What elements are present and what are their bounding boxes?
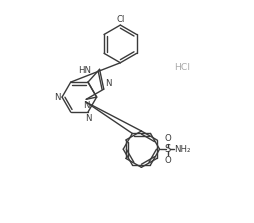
Text: HN: HN <box>78 66 91 75</box>
Text: O: O <box>165 134 171 143</box>
Text: N: N <box>83 101 89 110</box>
Text: O: O <box>165 156 171 165</box>
Text: S: S <box>165 144 171 154</box>
Text: N: N <box>54 93 60 102</box>
Text: HCl: HCl <box>174 63 190 72</box>
Text: NH₂: NH₂ <box>174 145 190 154</box>
Text: N: N <box>85 114 91 123</box>
Text: N: N <box>106 79 112 88</box>
Text: Cl: Cl <box>116 14 124 23</box>
